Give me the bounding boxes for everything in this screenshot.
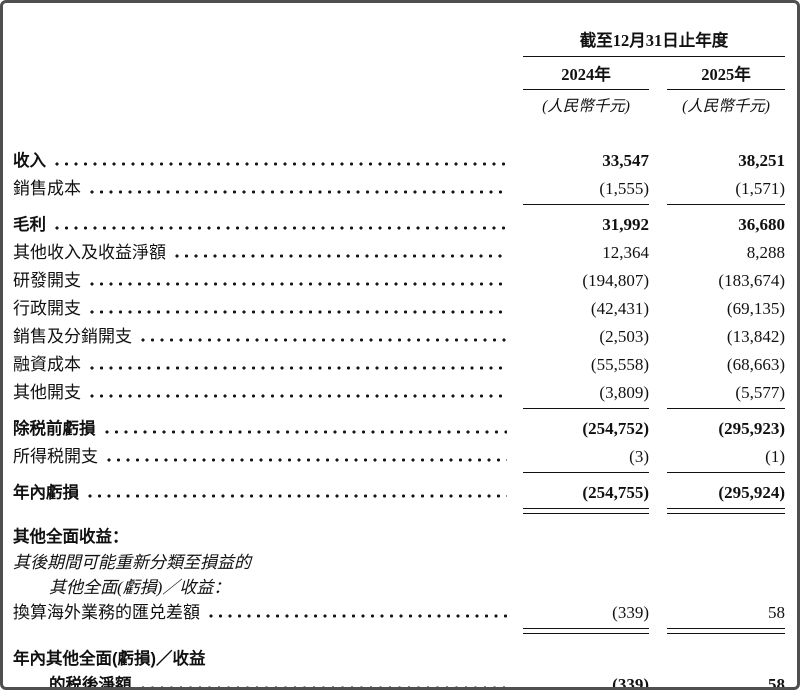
value-2025: 58	[667, 672, 785, 687]
row-label: 年內其他全面(虧損)／收益	[13, 650, 206, 668]
value-2024: (3)	[523, 444, 649, 473]
value-2024: (1,555)	[523, 176, 649, 205]
year-columns: 2024年 2025年	[523, 58, 785, 90]
dot-leader	[86, 494, 507, 498]
value-2025: 58	[667, 600, 785, 634]
row-loss-for-the-year: 年內虧損 (254,755) (295,924)	[3, 480, 797, 514]
row-cost-of-sales: 銷售成本 (1,555) (1,571)	[3, 176, 797, 205]
value-2025: (13,842)	[726, 327, 785, 346]
row-label: 其他開支	[13, 383, 81, 402]
unit-label-2025: (人民幣千元)	[682, 98, 770, 115]
row-other-income: 其他收入及收益淨額 12,364 8,288	[3, 240, 797, 268]
row-rd-expenses: 研發開支 (194,807) (183,674)	[3, 268, 797, 296]
row-reclassifiable-note-line2: 其他全面(虧損)／收益：	[3, 575, 797, 600]
dot-leader	[88, 310, 507, 314]
value-2025: (295,924)	[667, 480, 785, 514]
period-title: 截至12月31日止年度	[523, 27, 785, 57]
dot-leader	[138, 686, 507, 687]
value-2024: (194,807)	[582, 271, 649, 290]
row-label: 銷售成本	[13, 179, 81, 198]
row-oci-net-of-tax-line2: 的税後淨額 (339) 58	[3, 672, 797, 690]
value-2024: 31,992	[602, 215, 649, 234]
value-2024: 33,547	[602, 151, 649, 170]
value-2024: (55,558)	[590, 355, 649, 374]
section-heading: 其他全面收益：	[13, 528, 129, 546]
value-2025: (1)	[667, 444, 785, 473]
unit-label-2024: (人民幣千元)	[542, 98, 630, 115]
value-2024: (2,503)	[599, 327, 649, 346]
value-2024: (339)	[523, 672, 649, 687]
row-income-tax-expense: 所得税開支 (3) (1)	[3, 444, 797, 473]
value-2025: 38,251	[738, 151, 785, 170]
value-2025: (183,674)	[718, 271, 785, 290]
value-2024: 12,364	[602, 243, 649, 262]
dot-leader	[207, 614, 507, 618]
row-finance-costs: 融資成本 (55,558) (68,663)	[3, 352, 797, 380]
note-text: 其他全面(虧損)／收益：	[49, 578, 231, 597]
value-2024: (3,809)	[523, 380, 649, 409]
row-reclassifiable-note-line1: 其後期間可能重新分類至損益的	[3, 550, 797, 575]
row-label: 銷售及分銷開支	[13, 327, 132, 346]
row-oci-net-of-tax-line1: 年內其他全面(虧損)／收益	[3, 647, 797, 672]
dot-leader	[139, 338, 507, 342]
dot-leader	[88, 190, 507, 194]
row-label: 除税前虧損	[13, 420, 96, 438]
row-label: 換算海外業務的匯兑差額	[13, 603, 200, 622]
column-header-2025: 2025年	[667, 58, 785, 90]
row-loss-before-tax: 除税前虧損 (254,752) (295,923)	[3, 416, 797, 444]
value-2025: (5,577)	[667, 380, 785, 409]
row-label: 其他收入及收益淨額	[13, 243, 166, 262]
row-label: 融資成本	[13, 355, 81, 374]
row-label: 年內虧損	[13, 484, 79, 502]
value-2024: (254,752)	[582, 419, 649, 438]
note-text: 其後期間可能重新分類至損益的	[13, 553, 251, 572]
value-2025: (69,135)	[726, 299, 785, 318]
row-label: 毛利	[13, 216, 46, 234]
row-label: 行政開支	[13, 299, 81, 318]
row-admin-expenses: 行政開支 (42,431) (69,135)	[3, 296, 797, 324]
unit-row: (人民幣千元) (人民幣千元)	[523, 94, 785, 116]
table-header: 截至12月31日止年度 2024年 2025年 (人民幣千元) (人民幣千元)	[523, 27, 785, 116]
dot-leader	[53, 226, 507, 230]
row-label: 的税後淨額	[49, 676, 132, 690]
row-label: 所得税開支	[13, 447, 98, 466]
column-header-2024: 2024年	[523, 58, 649, 90]
dot-leader	[173, 254, 507, 258]
row-gross-profit: 毛利 31,992 36,680	[3, 212, 797, 240]
row-other-comprehensive-income-heading: 其他全面收益：	[3, 525, 797, 550]
dot-leader	[88, 282, 507, 286]
value-2025: (68,663)	[726, 355, 785, 374]
value-2024: (254,755)	[523, 480, 649, 514]
dot-leader	[105, 458, 507, 462]
value-2025: 36,680	[738, 215, 785, 234]
row-other-expenses: 其他開支 (3,809) (5,577)	[3, 380, 797, 409]
row-exchange-differences: 換算海外業務的匯兑差額 (339) 58	[3, 600, 797, 634]
value-2024: (42,431)	[590, 299, 649, 318]
value-2025: (295,923)	[718, 419, 785, 438]
value-2025: (1,571)	[667, 176, 785, 205]
income-statement-table: 收入 33,547 38,251 銷售成本 (1,555) (1,571) 毛利…	[3, 148, 797, 690]
dot-leader	[88, 366, 507, 370]
value-2025: 8,288	[746, 243, 785, 262]
dot-leader	[88, 394, 507, 398]
row-selling-distribution-expenses: 銷售及分銷開支 (2,503) (13,842)	[3, 324, 797, 352]
dot-leader	[53, 162, 507, 166]
dot-leader	[102, 430, 507, 434]
row-label: 研發開支	[13, 271, 81, 290]
row-revenue: 收入 33,547 38,251	[3, 148, 797, 176]
value-2024: (339)	[523, 600, 649, 634]
row-label: 收入	[13, 152, 46, 170]
